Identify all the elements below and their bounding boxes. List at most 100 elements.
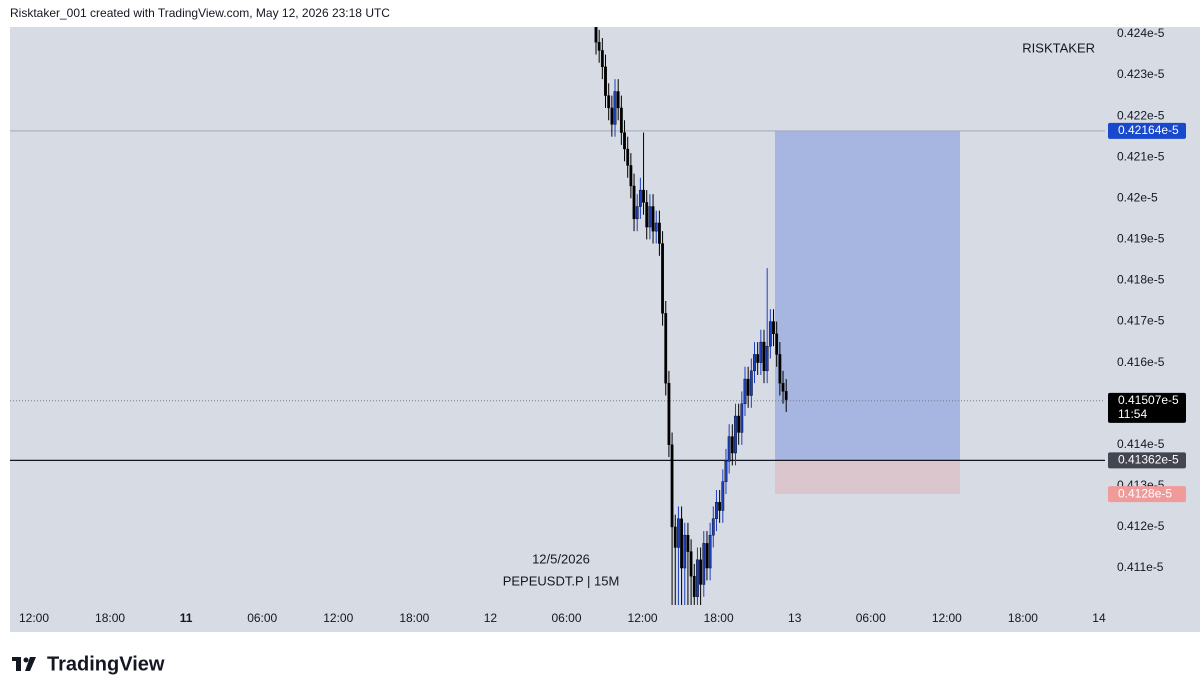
y-tick-label: 0.418e-5: [1117, 273, 1165, 287]
x-tick-label: 13: [788, 611, 802, 625]
candle-body: [765, 345, 769, 372]
annotation: 12/5/2026: [532, 551, 590, 566]
chart-background: [10, 27, 1200, 632]
candle-body: [642, 189, 645, 203]
x-tick-label: 12:00: [323, 611, 353, 625]
candle-body: [702, 543, 706, 585]
candle-body: [718, 502, 722, 511]
y-tick-label: 0.419e-5: [1117, 232, 1165, 246]
countdown-label: 11:54: [1118, 407, 1147, 421]
candle-body: [613, 91, 617, 125]
y-tick-label: 0.42e-5: [1117, 190, 1158, 204]
stop-zone: [775, 460, 960, 495]
x-tick-label: 06:00: [247, 611, 277, 625]
x-tick-label: 18:00: [1008, 611, 1038, 625]
price-badge: [1108, 486, 1186, 503]
candle-body: [692, 576, 696, 597]
candle-body: [696, 559, 699, 597]
candle-body: [683, 534, 687, 569]
candle-body: [616, 91, 620, 109]
logo-icon: [12, 657, 36, 671]
candle-body: [629, 165, 633, 187]
candle-body: [645, 202, 649, 228]
candle-body: [635, 206, 639, 220]
candle-body: [740, 403, 744, 433]
candle-body: [626, 148, 630, 166]
y-tick-label: 0.414e-5: [1117, 437, 1165, 451]
candle-body: [715, 502, 718, 519]
candle-body: [597, 41, 601, 51]
candle-body: [721, 481, 725, 511]
candle-body: [705, 543, 709, 569]
candle-body: [784, 391, 788, 400]
candle-body: [661, 243, 664, 314]
price-badge-label: 0.4128e-5: [1118, 486, 1172, 500]
candle-body: [708, 534, 712, 569]
candle-body: [664, 313, 668, 384]
target-zone: [775, 130, 960, 461]
candle-body: [658, 222, 661, 244]
y-tick-label: 0.416e-5: [1117, 355, 1165, 369]
candle-body: [737, 415, 741, 433]
candle-body: [680, 518, 683, 569]
candle-body: [600, 50, 604, 68]
candle-body: [677, 518, 680, 548]
x-tick-label: 12: [484, 611, 498, 625]
x-tick-label: 11: [180, 611, 193, 625]
candle-body: [781, 382, 785, 392]
candle-body: [610, 107, 614, 125]
y-tick-label: 0.423e-5: [1117, 67, 1165, 81]
candle-body: [667, 382, 671, 445]
annotation: PEPEUSDT.P | 15M: [503, 573, 620, 588]
watermark: RISKTAKER: [1022, 40, 1095, 55]
candle-body: [743, 378, 747, 404]
candle-body: [686, 534, 690, 552]
header: Risktaker_001 created with TradingView.c…: [10, 6, 390, 20]
candle-body: [734, 415, 737, 454]
candle-body: [768, 321, 772, 347]
candle-body: [746, 378, 750, 396]
candle-body: [648, 206, 652, 228]
y-tick-label: 0.411e-5: [1117, 560, 1164, 574]
y-tick-label: 0.412e-5: [1117, 519, 1165, 533]
candle-body: [749, 370, 753, 396]
candle-body: [594, 27, 598, 43]
candle-body: [711, 518, 715, 536]
y-tick-label: 0.424e-5: [1117, 26, 1165, 40]
x-tick-label: 12:00: [932, 611, 962, 625]
price-badge-label: 0.42164e-5: [1118, 123, 1179, 137]
price-badge: [1108, 122, 1186, 139]
candle-body: [623, 132, 626, 150]
price-badge: [1108, 392, 1186, 423]
x-tick-label: 06:00: [551, 611, 581, 625]
candle-body: [778, 354, 782, 384]
price-badge-label: 0.41362e-5: [1118, 453, 1179, 467]
price-badge: [1108, 452, 1186, 469]
x-tick-label: 18:00: [95, 611, 125, 625]
plot-area: [10, 27, 1105, 605]
candle-body: [651, 206, 655, 232]
x-tick-label: 12:00: [628, 611, 658, 625]
candle-body: [604, 66, 607, 96]
candle-body: [638, 189, 642, 207]
candle-body: [619, 107, 623, 133]
y-tick-label: 0.422e-5: [1117, 108, 1165, 122]
candle-body: [632, 185, 636, 220]
candle-body: [772, 321, 775, 335]
candle-body: [759, 341, 763, 363]
candle-body: [762, 341, 766, 372]
candle-body: [756, 354, 760, 363]
x-tick-label: 18:00: [704, 611, 734, 625]
candle-body: [753, 354, 756, 372]
candle-body: [689, 551, 693, 577]
candle-body: [673, 526, 677, 548]
candle-body: [727, 436, 731, 462]
price-badge-label: 0.41507e-5: [1118, 393, 1179, 407]
candle-body: [724, 461, 728, 482]
x-tick-label: 12:00: [19, 611, 49, 625]
y-tick-label: 0.417e-5: [1117, 314, 1165, 328]
candle-body: [699, 559, 703, 585]
x-tick-label: 06:00: [856, 611, 886, 625]
logo: TradingView: [47, 653, 165, 675]
